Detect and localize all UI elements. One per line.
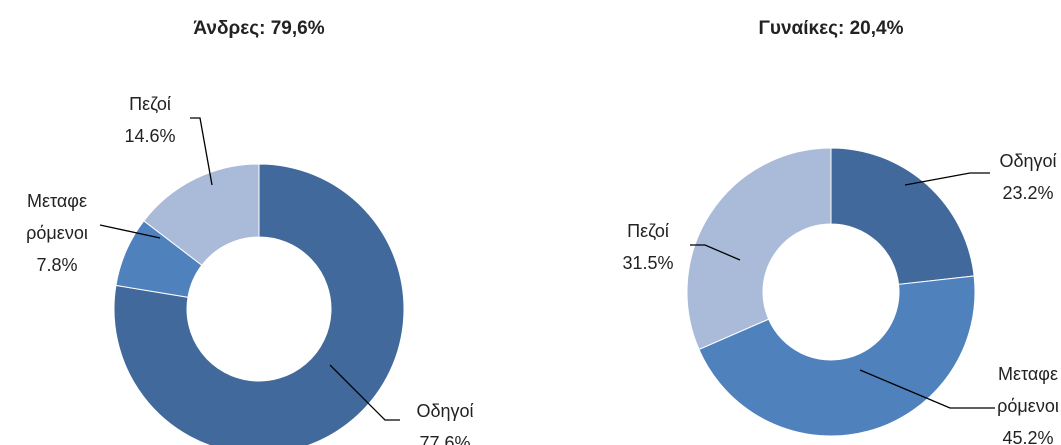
category-label: Οδηγοί [999,151,1057,171]
leader-line [329,364,400,421]
donut-segment [113,163,405,445]
leader-line [690,244,741,261]
category-label: Πεζοί [129,94,171,114]
value-label: 23.2% [1002,183,1054,203]
donut-segment [698,275,976,437]
data-label: Πεζοί 31.5% [615,215,681,279]
leader-line [99,224,161,239]
value-label: 14.6% [124,126,176,146]
chart-title: Άνδρες: 79,6% [193,18,325,39]
leader-line [859,369,995,409]
donut-segment [830,147,975,285]
value-label: 31.5% [622,253,674,273]
donut-segment [686,147,832,351]
data-label: Οδηγοί 23.2% [995,145,1061,209]
category-label: Οδηγοί [416,401,474,421]
data-label: Μεταφερόμενοι 7.8% [24,185,90,281]
leader-line [190,117,213,186]
chart-title: Γυναίκες: 20,4% [758,18,904,39]
value-label: 45.2% [1002,428,1054,445]
value-label: 77.6% [419,433,471,445]
leader-line [904,172,990,186]
value-label: 7.8% [36,255,78,275]
category-label: Μεταφερόμενοι [997,364,1059,416]
data-label: Πεζοί 14.6% [117,88,183,152]
data-label: Μεταφερόμενοι 45.2% [995,358,1061,445]
donut-segment [143,163,260,266]
category-label: Μεταφερόμενοι [26,191,88,243]
category-label: Πεζοί [627,221,669,241]
data-label: Οδηγοί 77.6% [412,395,478,445]
